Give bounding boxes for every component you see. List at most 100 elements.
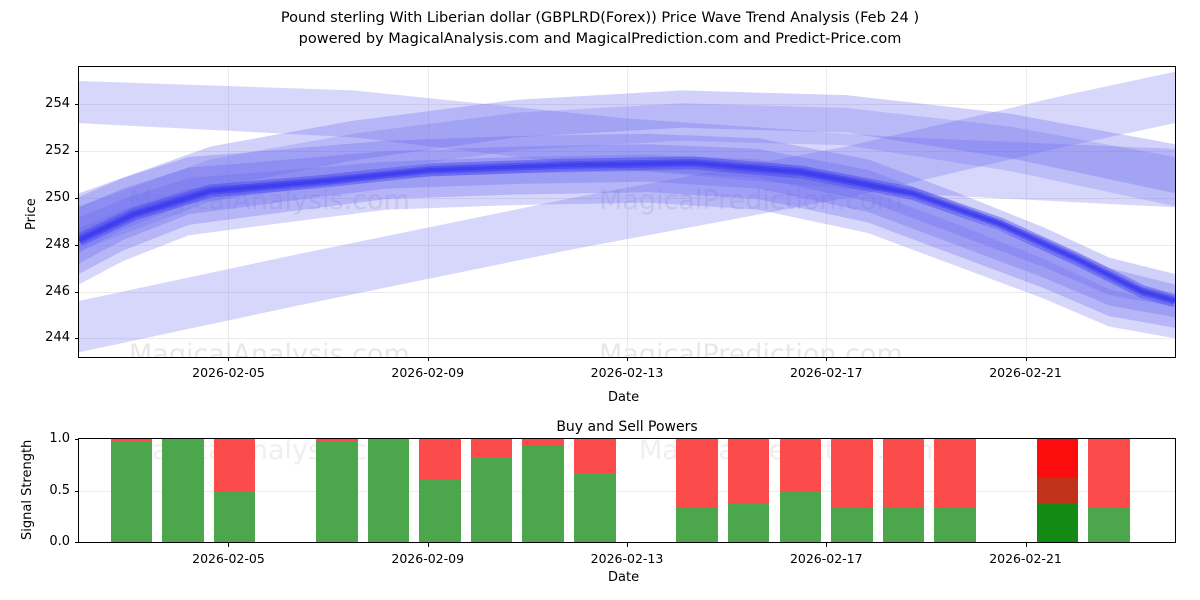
power-bar[interactable] — [470, 439, 513, 542]
buy-power-segment — [727, 502, 770, 542]
price-x-tick-mark — [228, 357, 230, 361]
buy-power-segment — [574, 474, 616, 542]
price-y-tick-label: 252 — [45, 143, 70, 159]
sell-power-segment — [779, 439, 822, 491]
sell-power-segment — [676, 439, 718, 509]
price-y-tick-mark — [75, 291, 79, 293]
wave-core-line — [79, 161, 1175, 303]
sell-power-segment — [213, 439, 256, 491]
price-y-tick-label: 246 — [45, 283, 70, 299]
price-x-tick-label: 2026-02-13 — [590, 365, 664, 380]
wave-band — [79, 71, 1175, 353]
buy-power-segment — [110, 442, 153, 542]
price-y-tick-mark — [75, 151, 79, 153]
price-gridline-v — [228, 67, 230, 357]
price-x-tick-mark — [826, 357, 828, 361]
sell-power-segment — [831, 439, 873, 509]
power-y-tick-label: 0.5 — [49, 482, 70, 498]
power-bar[interactable] — [574, 439, 616, 542]
power-bar[interactable] — [110, 439, 153, 542]
price-gridline-v — [427, 67, 429, 357]
wave-band — [79, 165, 1175, 339]
power-bar[interactable] — [367, 439, 410, 542]
price-y-tick-label: 254 — [45, 96, 70, 112]
sell-power-segment — [934, 439, 976, 509]
price-gridline-v — [826, 67, 828, 357]
sell-power-segment — [316, 439, 358, 443]
power-bar[interactable] — [831, 439, 873, 542]
sell-power-segment — [522, 439, 564, 446]
power-y-tick-label: 1.0 — [49, 431, 70, 446]
buy-power-segment — [1036, 503, 1079, 542]
sell-power-segment-dark — [1036, 478, 1079, 504]
buy-power-segment — [470, 456, 513, 542]
buy-power-segment — [213, 490, 256, 542]
wave-band — [79, 154, 1175, 328]
price-x-tick-mark — [1025, 357, 1027, 361]
power-bar[interactable] — [162, 439, 204, 542]
wave-band — [79, 103, 1175, 251]
power-x-tick-label: 2026-02-17 — [789, 551, 863, 566]
power-x-tick-label: 2026-02-13 — [590, 551, 664, 566]
buy-power-segment — [1088, 508, 1130, 542]
sell-power-segment — [1088, 439, 1130, 509]
power-x-tick-mark — [1025, 543, 1027, 547]
price-y-tick-mark — [75, 244, 79, 246]
sell-power-segment — [110, 439, 153, 443]
price-x-tick-mark — [627, 357, 628, 361]
price-x-tick-label: 2026-02-21 — [989, 365, 1062, 380]
price-gridline-v — [1025, 67, 1027, 357]
buy-power-segment — [316, 442, 358, 542]
buy-power-segment — [934, 508, 976, 542]
power-bar[interactable] — [779, 439, 822, 542]
buy-sell-powers-plot-area: MagicalAnalysis.com MagicalPrediction.co… — [78, 438, 1176, 543]
page-title-line-2: powered by MagicalAnalysis.com and Magic… — [298, 31, 902, 47]
power-y-tick-label: 0.0 — [49, 534, 70, 549]
chart-title-block: Pound sterling With Liberian dollar (GBP… — [0, 8, 1200, 50]
power-y-tick-mark — [75, 439, 79, 440]
page-title-line-1: Pound sterling With Liberian dollar (GBP… — [280, 10, 920, 26]
power-bar[interactable] — [316, 439, 358, 542]
power-bar[interactable] — [1088, 439, 1130, 542]
sell-power-segment — [1036, 439, 1079, 479]
wave-band — [79, 90, 1175, 238]
price-y-tick-label: 248 — [45, 236, 70, 252]
power-x-tick-label: 2026-02-09 — [391, 551, 465, 566]
power-x-tick-mark — [627, 543, 628, 547]
price-y-tick-mark — [75, 197, 79, 199]
price-y-tick-mark — [75, 338, 79, 340]
buy-power-segment — [162, 439, 204, 542]
price-x-tick-label: 2026-02-05 — [192, 365, 265, 380]
sell-power-segment — [727, 439, 770, 503]
buy-power-segment — [676, 508, 718, 542]
price-wave-bands — [79, 71, 1175, 353]
power-bar[interactable] — [1036, 439, 1079, 542]
power-x-tick-mark — [228, 543, 230, 547]
power-y-tick-mark — [75, 490, 79, 492]
power-bar[interactable] — [522, 439, 564, 542]
sell-power-segment — [574, 439, 616, 475]
power-bar[interactable] — [419, 439, 461, 542]
price-y-tick-label: 250 — [45, 189, 70, 205]
buy-power-segment — [419, 479, 461, 542]
power-bar[interactable] — [934, 439, 976, 542]
sell-power-segment — [882, 439, 925, 509]
power-x-tick-label: 2026-02-05 — [192, 551, 265, 566]
price-x-axis-title: Date — [608, 390, 640, 405]
power-bar[interactable] — [676, 439, 718, 542]
power-chart-title: Buy and Sell Powers — [556, 419, 698, 435]
power-x-axis-title: Date — [608, 570, 640, 585]
power-x-tick-mark — [427, 543, 429, 547]
price-gridline-v — [627, 67, 628, 357]
buy-power-segment — [882, 508, 925, 542]
power-bar[interactable] — [882, 439, 925, 542]
power-x-tick-label: 2026-02-21 — [989, 551, 1062, 566]
power-y-axis-title: Signal Strength — [20, 439, 35, 540]
price-y-tick-label: 244 — [45, 330, 70, 346]
power-y-tick-mark — [75, 542, 79, 543]
power-bar[interactable] — [213, 439, 256, 542]
power-bar[interactable] — [727, 439, 770, 542]
price-y-tick-mark — [75, 104, 79, 106]
